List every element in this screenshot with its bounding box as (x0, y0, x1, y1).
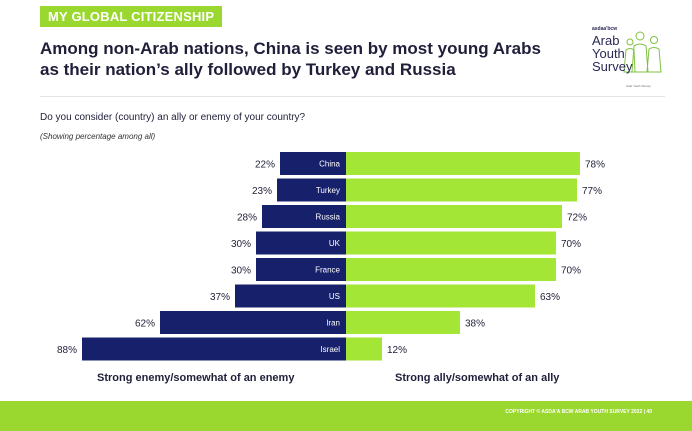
ally-value-china: 78% (585, 160, 605, 171)
category-label-iran: Iran (326, 319, 340, 328)
enemy-value-russia: 28% (237, 213, 257, 224)
enemy-value-france: 30% (231, 266, 251, 277)
enemy-bar-china (280, 152, 346, 175)
logo-figures-icon (623, 31, 662, 73)
diverging-bar-chart: China 22% 78% Turkey 23% 77% Russia 28% 72% UK 30%… (57, 152, 605, 361)
enemy-bar-france (256, 258, 346, 281)
logo-brand: asdaa'bcw (592, 26, 618, 32)
ally-bar-turkey (346, 178, 577, 202)
arab-youth-survey-logo: asdaa'bcw Arab Youth Survey Arab Youth S… (586, 22, 666, 94)
ally-value-iran: 38% (465, 319, 485, 330)
ally-bar-france (346, 258, 556, 281)
ally-bar-china (346, 152, 580, 175)
enemy-axis-caption: Strong enemy/somewhat of an enemy (97, 372, 295, 384)
base-note: (Showing percentage among all) (40, 132, 156, 141)
enemy-value-israel: 88% (57, 345, 77, 356)
headline-line-2: as their nation’s ally followed by Turke… (40, 60, 456, 79)
ally-axis-caption: Strong ally/somewhat of an ally (395, 372, 560, 384)
enemy-value-us: 37% (210, 292, 230, 303)
logo-line-3: Survey (592, 59, 633, 74)
footer-copyright: COPYRIGHT © ASDA'A BCW ARAB YOUTH SURVEY… (505, 409, 652, 415)
enemy-bar-israel (82, 337, 346, 361)
page-title: Among non-Arab nations, China is seen by… (40, 38, 560, 80)
ally-value-us: 63% (540, 292, 560, 303)
category-label-france: France (315, 266, 340, 275)
category-label-china: China (319, 160, 340, 169)
headline-line-1: Among non-Arab nations, China is seen by… (40, 39, 541, 58)
enemy-bar-us (235, 284, 346, 308)
enemy-bar-russia (262, 205, 346, 228)
enemy-bar-turkey (277, 178, 346, 202)
category-label-us: US (329, 292, 340, 301)
enemy-bar-uk (256, 231, 346, 255)
ally-bar-russia (346, 205, 562, 228)
ally-bar-iran (346, 311, 460, 334)
logo-line-2: Youth (592, 46, 625, 61)
ally-value-france: 70% (561, 266, 581, 277)
category-label-uk: UK (329, 239, 341, 248)
logo-tagline: Arab Youth Survey (626, 84, 651, 88)
ally-value-russia: 72% (567, 213, 587, 224)
ally-bar-israel (346, 337, 382, 361)
logo-line-1: Arab (592, 33, 620, 48)
section-tag: MY GLOBAL CITIZENSHIP (40, 6, 223, 27)
category-label-turkey: Turkey (316, 186, 340, 195)
enemy-value-turkey: 23% (252, 186, 272, 197)
ally-value-israel: 12% (387, 345, 407, 356)
ally-value-turkey: 77% (582, 186, 602, 197)
enemy-value-iran: 62% (135, 319, 155, 330)
footer-bar: COPYRIGHT © ASDA'A BCW ARAB YOUTH SURVEY… (0, 401, 692, 431)
ally-bar-us (346, 284, 535, 308)
category-label-israel: Israel (320, 345, 340, 354)
ally-value-uk: 70% (561, 239, 581, 250)
category-label-russia: Russia (316, 213, 341, 222)
ally-bar-uk (346, 231, 556, 255)
enemy-value-china: 22% (255, 160, 275, 171)
enemy-value-uk: 30% (231, 239, 251, 250)
survey-question: Do you consider (country) an ally or ene… (40, 112, 306, 123)
header-divider (40, 96, 665, 97)
enemy-bar-iran (160, 311, 346, 334)
